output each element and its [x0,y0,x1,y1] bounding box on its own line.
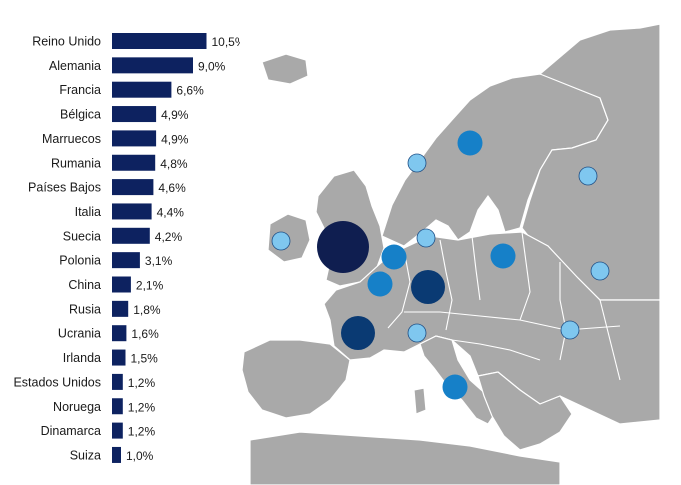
bar [112,227,150,244]
bar [112,57,193,74]
map-bubble [341,316,375,350]
map-land-sardinia [413,387,427,415]
category-label: Francia [59,83,101,97]
value-label: 2,1% [136,279,164,293]
value-label: 3,1% [145,254,173,268]
map-bubble [317,221,369,273]
bar [112,203,152,220]
value-label: 10,5% [212,35,246,49]
category-label: Suecia [63,229,101,243]
map-bubble [490,243,516,269]
map-bubble [407,153,427,173]
map-bubble [411,270,445,304]
bar [112,300,129,317]
value-label: 4,9% [161,132,189,146]
category-label: Alemania [49,59,101,73]
category-label: China [68,278,101,292]
category-label: Suiza [70,448,101,462]
map-bubble [271,231,291,251]
value-label: 9,0% [198,59,226,73]
value-label: 6,6% [176,84,204,98]
category-labels: Reino Unido Alemania Francia Bélgica Marruec… [13,35,101,463]
bar [112,252,140,269]
map-bubble [442,374,468,400]
value-label: 4,9% [161,108,189,122]
value-label: 4,8% [160,157,188,171]
category-label: Irlanda [63,351,101,365]
value-label: 1,0% [126,449,154,463]
value-label: 4,2% [155,230,183,244]
bar [112,81,172,98]
bar [112,33,207,49]
bar [112,349,126,366]
bar [112,422,123,439]
bar [112,106,157,123]
europe-map [241,23,661,485]
map-bubble [560,320,580,340]
category-label: Reino Unido [32,35,101,49]
category-label: Italia [75,205,101,219]
category-label: Bélgica [60,108,101,122]
bar [112,130,157,147]
category-label: Países Bajos [28,181,101,195]
map-land-iceland [261,53,309,85]
bar [112,179,154,196]
bar [112,276,131,293]
map-bubble [367,271,393,297]
value-label: 4,6% [158,181,186,195]
map-bubble [590,261,610,281]
map-bubble [416,228,436,248]
bar [112,325,127,342]
category-label: Polonia [59,254,101,268]
value-label: 1,2% [128,376,156,390]
value-label: 1,2% [128,425,156,439]
category-label: Noruega [53,400,101,414]
bar-chart: 10,5% 9,0% 6,6% 4,9% 4,9% 4,8% 4,6% 4,4% 4,2% 3,1… [112,33,246,463]
map-bubble [381,244,407,270]
map-land-balkans [477,371,573,451]
bar [112,446,121,463]
category-label: Ucrania [58,327,101,341]
category-label: Marruecos [42,132,101,146]
category-label: Estados Unidos [13,375,101,389]
value-label: 1,2% [128,400,156,414]
value-label: 1,5% [131,352,159,366]
map-bubbles [271,130,610,400]
map-bubble [578,166,598,186]
map-land-north-africa [249,431,561,485]
category-label: Dinamarca [41,424,101,438]
map-bubble [407,323,427,343]
map-bubble [457,130,483,156]
bar [112,398,123,415]
value-label: 1,8% [133,303,161,317]
category-label: Rumania [51,156,101,170]
bar [112,373,123,390]
value-label: 4,4% [157,205,185,219]
map-land-iberia [241,339,351,419]
category-label: Rusia [69,302,101,316]
value-label: 1,6% [131,327,159,341]
bar [112,154,156,171]
